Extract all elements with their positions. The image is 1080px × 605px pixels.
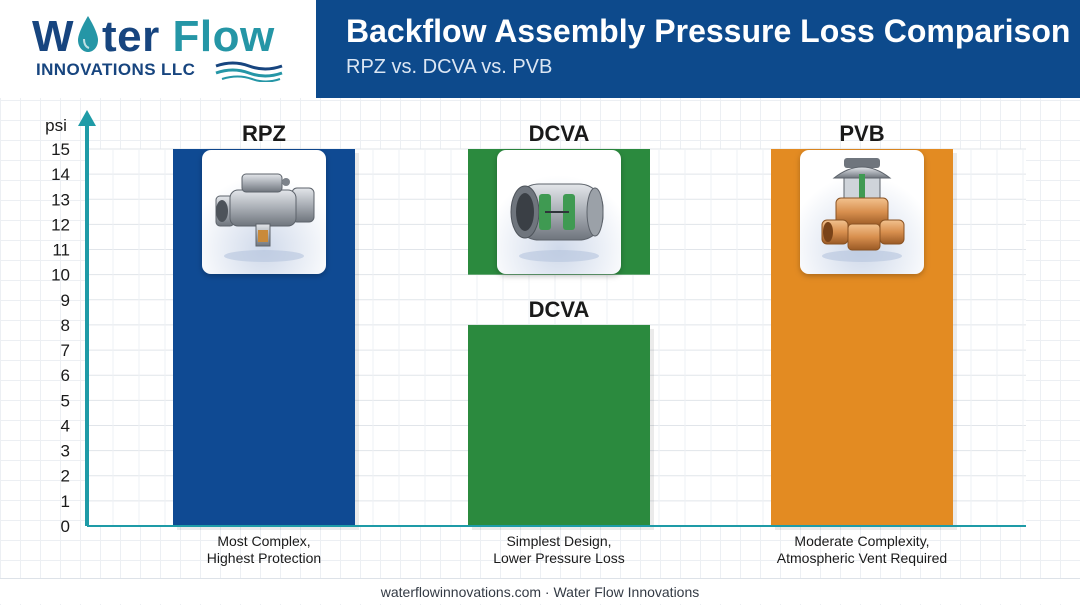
- y-tick-label: 0: [61, 517, 70, 536]
- footer: waterflowinnovations.com · Water Flow In…: [0, 578, 1080, 604]
- rpz-valve-icon: [202, 150, 326, 274]
- y-tick-label: 1: [61, 492, 70, 511]
- y-tick-label: 15: [51, 140, 70, 159]
- labels-layer: RPZ Most Complex,Highest Protection DCVA DC…: [207, 121, 947, 566]
- category-description-line: Highest Protection: [207, 550, 321, 566]
- y-tick-label: 8: [61, 316, 70, 335]
- y-tick-label: 14: [51, 165, 70, 184]
- category-description-line: Simplest Design,: [506, 533, 611, 549]
- y-tick-label: 9: [61, 291, 70, 310]
- logo-subline: INNOVATIONS LLC: [36, 60, 196, 79]
- y-tick-label: 2: [61, 467, 70, 486]
- logo-word-water-end: ter: [102, 12, 160, 61]
- y-tick-label: 4: [61, 416, 70, 435]
- wave-icon: [215, 61, 283, 82]
- title-bar: Backflow Assembly Pressure Loss Comparis…: [316, 0, 1080, 98]
- logo-word-water-start: W: [32, 12, 75, 61]
- bar-label-pvb: PVB: [839, 121, 884, 146]
- y-tick-label: 11: [52, 241, 70, 260]
- category-description-line: Lower Pressure Loss: [493, 550, 625, 566]
- y-tick-label: 5: [61, 391, 70, 410]
- y-tick-label: 12: [51, 215, 70, 234]
- logo-word-flow: Flow: [172, 12, 275, 61]
- category-description-line: Most Complex,: [217, 533, 310, 549]
- y-axis-arrow-icon: [78, 110, 96, 126]
- y-tick-label: 10: [51, 266, 70, 285]
- category-description-line: Atmospheric Vent Required: [777, 550, 947, 566]
- bar-dcva: [468, 324, 650, 526]
- y-tick-label: 7: [61, 341, 70, 360]
- y-tick-label: 6: [61, 366, 70, 385]
- y-tick-label: 13: [51, 190, 70, 209]
- dcva-valve-icon: [497, 150, 621, 274]
- water-drop-icon: [78, 16, 99, 52]
- category-description-line: Moderate Complexity,: [794, 533, 929, 549]
- y-tick-label: 3: [61, 442, 70, 461]
- footer-text: waterflowinnovations.com · Water Flow In…: [380, 584, 700, 600]
- bar-label-upper-dcva: DCVA: [529, 121, 590, 146]
- bar-label-dcva: DCVA: [529, 297, 590, 322]
- bar-label-rpz: RPZ: [242, 121, 286, 146]
- y-axis-label: psi: [45, 116, 67, 135]
- chart-title: Backflow Assembly Pressure Loss Comparis…: [346, 13, 1071, 49]
- pvb-valve-icon: [800, 150, 924, 274]
- icons-layer: [202, 150, 924, 274]
- chart-subtitle: RPZ vs. DCVA vs. PVB: [346, 56, 553, 78]
